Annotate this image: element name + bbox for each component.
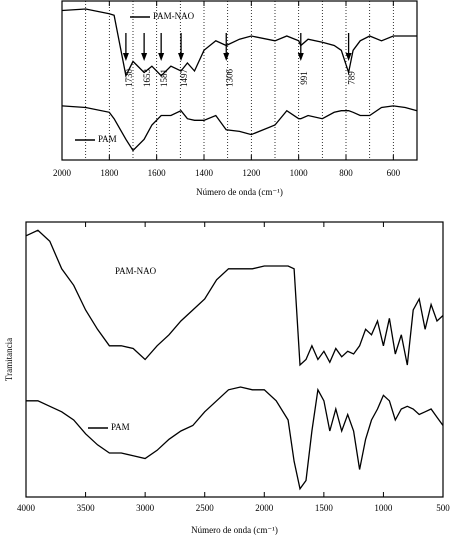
annotation-arrowhead: [297, 53, 304, 61]
legend-label: PAM-NAO: [153, 11, 195, 21]
x-tick-label: 2500: [196, 503, 215, 513]
x-tick-label: 1600: [148, 168, 167, 178]
y-axis-label: Tramitancia: [4, 338, 14, 381]
x-axis-label: Número de onda (cm⁻¹): [196, 187, 283, 197]
x-tick-label: 1200: [242, 168, 261, 178]
x-tick-label: 600: [387, 168, 401, 178]
annotation-label: 991: [299, 71, 309, 85]
annotation-arrowhead: [345, 53, 352, 61]
x-tick-label: 800: [339, 168, 353, 178]
x-tick-label: 500: [436, 503, 450, 513]
legend-label: PAM: [98, 134, 117, 144]
annotation-label: 1497: [179, 69, 189, 88]
x-tick-label: 4000: [17, 503, 36, 513]
x-tick-label: 1000: [374, 503, 393, 513]
spectrum-line: [26, 386, 444, 491]
annotation-label: 1730: [124, 69, 134, 88]
legend-label: PAM: [111, 422, 130, 432]
x-tick-label: 1000: [290, 168, 309, 178]
annotation-arrowhead: [223, 53, 230, 61]
x-tick-label: 2000: [53, 168, 72, 178]
plot-frame: [61, 0, 418, 161]
spectrum-line: [25, 229, 444, 367]
x-tick-label: 1400: [195, 168, 214, 178]
annotation-label: 1653: [142, 69, 152, 88]
plot-frame: [25, 221, 444, 498]
legend-label: PAM-NAO: [115, 266, 157, 276]
x-axis-label: Número de onda (cm⁻¹): [191, 525, 278, 535]
spectrum-line: [61, 8, 417, 78]
x-tick-label: 1500: [315, 503, 334, 513]
annotation-arrowhead: [158, 53, 165, 61]
spectrum-line: [61, 105, 418, 152]
annotation-arrowhead: [122, 53, 129, 61]
annotation-label: 1306: [224, 69, 234, 88]
x-tick-label: 3000: [136, 503, 155, 513]
x-tick-label: 1800: [100, 168, 119, 178]
x-tick-label: 2000: [255, 503, 274, 513]
annotation-arrowhead: [141, 53, 148, 61]
annotation-label: 789: [347, 71, 357, 85]
annotation-arrowhead: [178, 53, 185, 61]
annotation-label: 1581: [159, 69, 169, 87]
x-tick-label: 3500: [77, 503, 96, 513]
